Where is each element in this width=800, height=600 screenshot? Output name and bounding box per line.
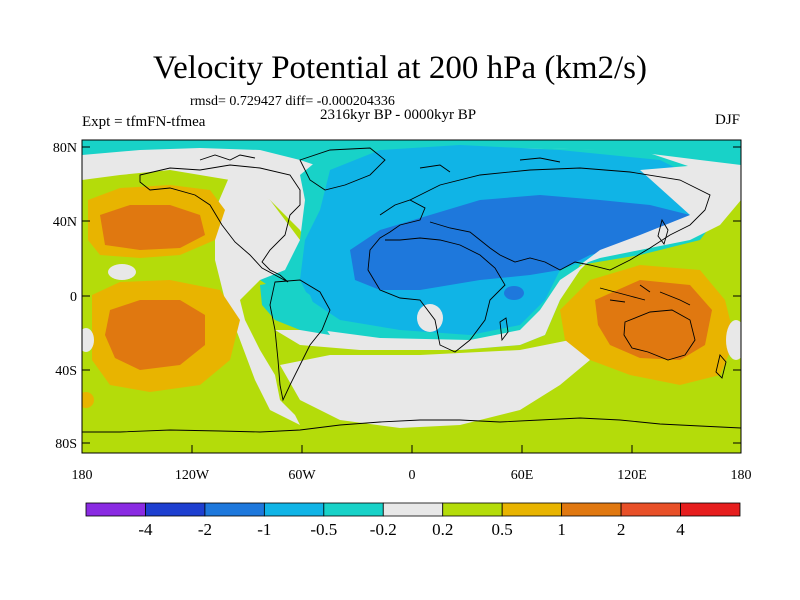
experiment-label: Expt = tfmFN-tfmea xyxy=(82,114,206,130)
colorbar-swatch xyxy=(263,502,325,517)
colorbar-label: -0.5 xyxy=(310,520,337,539)
contour-neg05-americas xyxy=(260,280,330,335)
colorbar-swatch xyxy=(680,502,741,517)
lon-label-60e: 60E xyxy=(511,468,534,483)
coast-europe-africa xyxy=(367,199,506,353)
stats-line: rmsd= 0.729427 diff= -0.000204336 xyxy=(190,94,395,109)
lon-label-120w: 120W xyxy=(175,468,210,483)
colorbar-label: 0.5 xyxy=(492,520,513,539)
colorbar-swatch xyxy=(501,502,563,517)
contour-pos1-np xyxy=(100,205,205,250)
contour-neutral-antarctic xyxy=(280,330,600,428)
lat-label-40n: 40N xyxy=(53,215,77,230)
coast-north-america xyxy=(139,164,301,283)
colorbar-label: 4 xyxy=(676,520,685,539)
lat-label-0: 0 xyxy=(70,290,77,305)
colorbar-swatch xyxy=(561,502,622,517)
lon-label-60w: 60W xyxy=(288,468,316,483)
map-title: Velocity Potential at 200 hPa (km2/s) xyxy=(152,50,648,86)
lat-label-80s: 80S xyxy=(55,437,77,452)
coast-greenland xyxy=(299,147,386,191)
coast-madagascar xyxy=(499,317,509,342)
contour-neg2-small xyxy=(504,286,524,300)
lat-label-40s: 40S xyxy=(55,364,77,379)
colorbar-label: 1 xyxy=(557,520,566,539)
lon-label-120e: 120E xyxy=(617,468,647,483)
colorbar-swatch xyxy=(382,502,444,517)
colorbar-label: -1 xyxy=(257,520,271,539)
colorbar-label: 2 xyxy=(617,520,626,539)
coast-indonesia xyxy=(599,284,691,306)
lon-labels: 180 120W 60W 0 60E 120E 180 xyxy=(72,468,752,483)
contour-field xyxy=(82,140,741,453)
lon-label-0: 0 xyxy=(409,468,416,483)
lat-label-80n: 80N xyxy=(53,141,77,156)
period-label: 2316kyr BP - 0000kyr BP xyxy=(320,107,477,123)
colorbar-labels: -4 -2 -1 -0.5 -0.2 0.2 0.5 1 2 4 xyxy=(138,520,685,539)
colorbar-swatch xyxy=(145,502,206,517)
contour-neutral-americas xyxy=(215,175,300,425)
colorbar-swatch xyxy=(85,502,146,517)
colorbar-swatch xyxy=(620,502,681,517)
contour-neutral-north xyxy=(82,140,741,280)
coast-japan xyxy=(657,218,669,245)
contour-pos1-sp xyxy=(105,300,205,370)
contour-neg05-north xyxy=(82,140,741,170)
contour-neutral-south xyxy=(275,260,590,350)
contour-pos-east-edge xyxy=(726,320,741,360)
contour-pos-south-west xyxy=(82,392,94,408)
colorbar-label: 0.2 xyxy=(432,520,453,539)
contour-neutral-atlantic xyxy=(417,304,443,332)
coast-south-america xyxy=(269,279,331,402)
coast-antarctica xyxy=(82,417,741,433)
lon-label-180w: 180 xyxy=(72,468,93,483)
coast-australia xyxy=(623,309,696,361)
colorbar-label: -4 xyxy=(138,520,153,539)
contour-neg2-main xyxy=(350,195,690,290)
contour-neutral-pacific-1 xyxy=(108,264,136,280)
colorbar-swatch xyxy=(204,502,265,517)
colorbar-label: -2 xyxy=(198,520,212,539)
coast-arctic-islands xyxy=(199,154,561,173)
colorbar-swatch xyxy=(323,502,384,517)
season-label: DJF xyxy=(714,112,740,128)
colorbar-label: -0.2 xyxy=(370,520,397,539)
coast-new-zealand xyxy=(715,354,727,379)
lat-labels: 80N 40N 0 40S 80S xyxy=(53,141,77,452)
coastlines xyxy=(82,147,741,433)
contour-pos1-wp xyxy=(595,280,712,360)
colorbar-swatch xyxy=(442,502,503,517)
axis-ticks xyxy=(81,146,742,453)
coast-asia xyxy=(409,167,711,271)
colorbar xyxy=(85,502,741,517)
contour-neutral-pacific-2 xyxy=(82,328,94,352)
lon-label-180e: 180 xyxy=(731,468,752,483)
